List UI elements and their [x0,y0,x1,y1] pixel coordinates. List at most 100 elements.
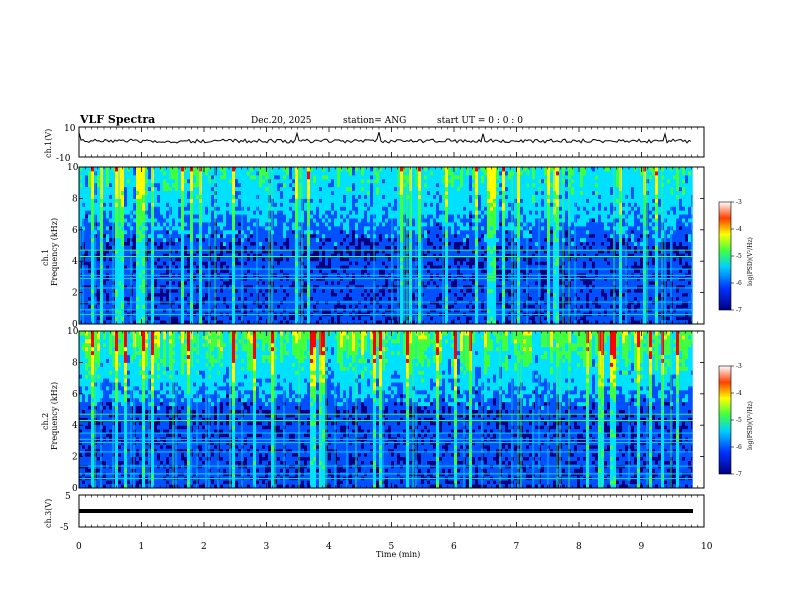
spectrogram-cell [91,206,94,211]
spectrogram-cell [127,284,130,290]
spectrogram-cell [115,210,118,215]
spectrogram-cell [307,218,310,223]
spectrogram-cell [121,276,124,282]
spectrogram-cell [145,245,148,250]
spectrogram-cell [289,304,292,309]
spectrogram-cell [400,284,403,290]
spectrogram-cell [289,269,292,274]
spectrogram-cell [460,210,463,215]
spectrogram-cell [409,288,412,294]
spectrogram-cell [403,249,406,254]
spectrogram-cell [100,304,103,309]
spectrogram-cell [373,202,376,207]
spectrogram-cell [205,221,208,227]
spectrogram-cell [142,237,145,243]
spectrogram-cell [415,284,418,290]
spectrogram-cell [259,170,262,176]
spectrogram-cell [103,304,106,309]
spectrogram-cell [349,210,352,215]
spectrogram-cell [313,221,316,227]
spectrogram-cell [394,253,397,258]
spectrogram-cell [328,269,331,274]
spectrogram-cell [85,218,88,223]
spectrogram-cell [373,308,376,313]
spectrogram-cell [418,292,421,298]
spectrogram-cell [478,249,481,254]
spectrogram-cell [427,206,430,211]
spectrogram-cell [157,241,160,246]
spectrogram-cell [454,174,457,180]
spectrogram-cell [205,182,208,188]
spectrogram-cell [316,174,319,180]
spectrogram-cell [349,284,352,290]
spectrogram-cell [490,284,493,290]
spectrogram-cell [199,265,202,270]
spectrogram-cell [154,237,157,243]
spectrogram-cell [475,245,478,250]
spectrogram-cell [235,206,238,211]
spectrogram-cell [424,210,427,215]
spectrogram-cell [418,276,421,282]
spectrogram-cell [379,198,382,203]
spectrogram-cell [445,206,448,211]
spectrogram-cell [205,198,208,203]
spectrogram-cell [244,320,247,324]
spectrogram-cell [346,210,349,215]
spectrogram-cell [475,249,478,254]
spectrogram-cell [121,174,124,180]
spectrogram-cell [151,221,154,227]
spectrogram-cell [490,233,493,239]
spectrogram-cell [496,221,499,227]
spectrogram-cell [502,276,505,282]
spectrogram-cell [496,253,499,258]
spectrogram-cell [385,194,388,199]
spectrogram-cell [163,257,166,262]
spectrogram-cell [424,218,427,223]
spectrogram-cell [247,304,250,309]
spectrogram-cell [322,229,325,235]
spectrogram-cell [277,276,280,282]
spectrogram-cell [268,261,271,266]
spectrogram-cell [403,206,406,211]
spectrogram-cell [343,316,346,321]
spectrogram-cell [109,182,112,188]
spectrogram-cell [472,288,475,294]
spectrogram-cell [289,320,292,324]
spectrogram-cell [103,214,106,219]
spectrogram-cell [232,241,235,246]
spectrogram-cell [265,245,268,250]
spectrogram-cell [142,265,145,270]
spectrogram-cell [139,198,142,203]
spectrogram-cell [481,214,484,219]
spectrogram-cell [448,229,451,235]
spectrogram-cell [265,261,268,266]
spectrogram-cell [424,170,427,176]
spectrogram-cell [490,190,493,195]
spectrogram-cell [175,225,178,231]
spectrogram-cell [328,300,331,305]
spectrogram-cell [178,182,181,188]
spectrogram-cell [487,261,490,266]
spectrogram-cell [487,320,490,324]
spectrogram-cell [370,284,373,290]
spectrogram-cell [151,296,154,301]
spectrogram-cell [373,210,376,215]
spectrogram-cell [298,280,301,286]
spectrogram-cell [358,265,361,270]
spectrogram-cell [451,186,454,192]
spectrogram-cell [415,174,418,180]
spectrogram-cell [268,218,271,223]
spectrogram-cell [211,210,214,215]
spectrogram-cell [490,174,493,180]
spectrogram-cell [151,178,154,184]
spectrogram-cell [154,300,157,305]
spectrogram-cell [124,316,127,321]
spectrogram-cell [478,304,481,309]
spectrogram-cell [517,182,520,188]
spectrogram-cell [325,218,328,223]
spectrogram-cell [352,269,355,274]
spectrogram-cell [193,241,196,246]
spectrogram-cell [352,178,355,184]
spectrogram-cell [448,280,451,286]
spectrogram-cell [406,257,409,262]
